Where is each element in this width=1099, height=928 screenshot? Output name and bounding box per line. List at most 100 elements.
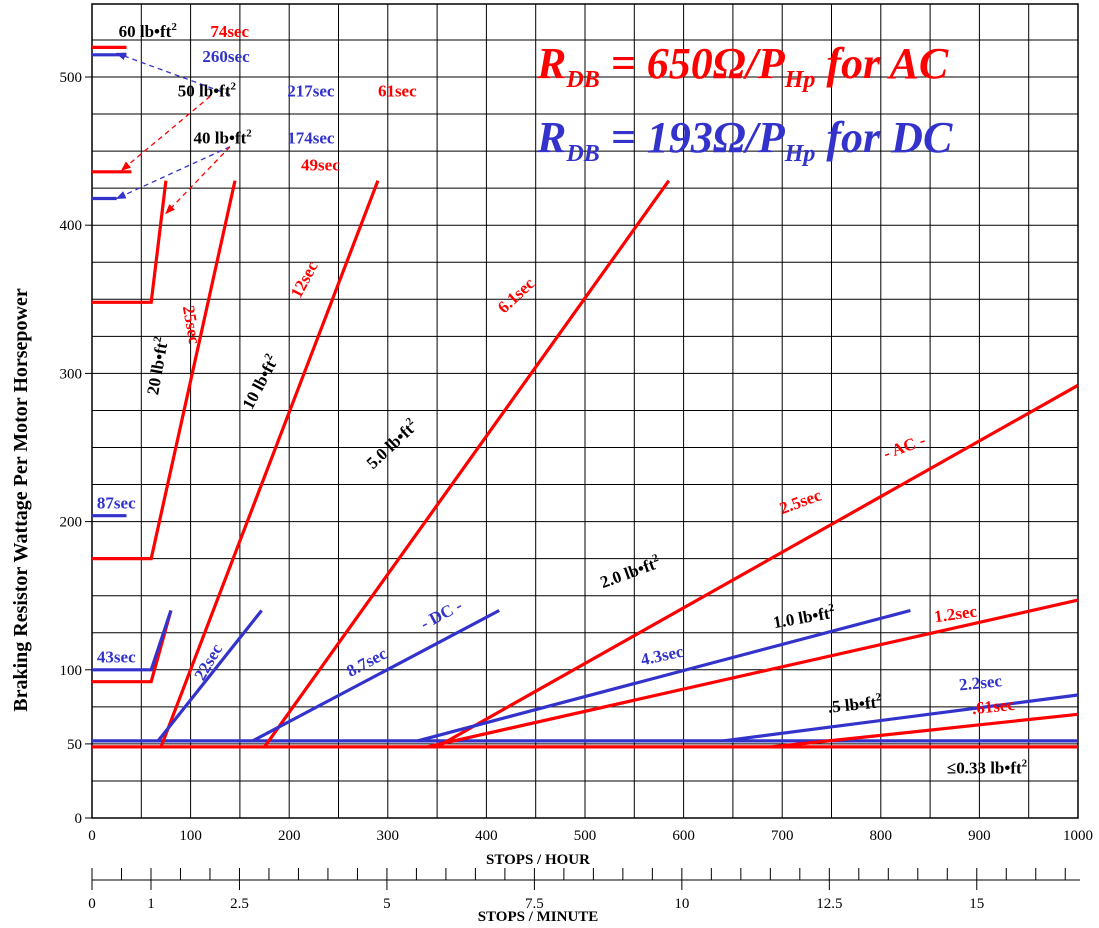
x-tick-label: 100 xyxy=(179,828,202,844)
y-tick-label: 0 xyxy=(75,811,83,827)
x-tick-label: 1000 xyxy=(1063,828,1093,844)
superscript: 2 xyxy=(151,335,164,343)
line-annotation: - DC - xyxy=(417,596,465,634)
x-tick-label: 300 xyxy=(377,828,400,844)
series-line-dc xyxy=(251,609,500,743)
line-annotation: 87sec xyxy=(97,493,136,512)
y-tick-label: 300 xyxy=(60,366,83,382)
line-annotation: 1.0 lb•ft2 xyxy=(772,602,837,633)
series-line-ac xyxy=(92,180,168,304)
series-line-dc xyxy=(92,609,173,672)
line-annotation: 61sec xyxy=(378,81,417,100)
x2-tick-label: 12.5 xyxy=(816,896,842,912)
y-axis-title: Braking Resistor Wattage Per Motor Horse… xyxy=(10,288,32,712)
y-tick-label: 200 xyxy=(60,515,83,531)
formula-dc: RDB = 193Ω/PHp for DC xyxy=(536,113,953,167)
series-line-ac xyxy=(159,180,380,748)
line-annotation: .5 lb•ft2 xyxy=(827,691,883,717)
line-annotation: 174sec xyxy=(287,129,335,148)
x2-tick-label: 10 xyxy=(674,896,689,912)
line-annotation: 43sec xyxy=(97,647,136,666)
formula-symbol: R xyxy=(536,39,566,88)
line-annotation: .61sec xyxy=(971,695,1016,718)
pointer-arrow xyxy=(115,52,231,96)
superscript: 2 xyxy=(246,128,252,140)
formula-subscript: DB xyxy=(565,141,599,167)
formula-subscript: DB xyxy=(565,67,599,93)
formula-tail: for AC xyxy=(815,39,948,88)
formula-body: = 650Ω/P xyxy=(600,39,786,88)
y-tick-label: 100 xyxy=(60,663,83,679)
x2-tick-label: 2.5 xyxy=(230,896,249,912)
x-tick-label: 0 xyxy=(88,828,96,844)
superscript: 2 xyxy=(230,80,236,92)
series-line-ac xyxy=(436,383,1079,749)
x2-tick-label: 15 xyxy=(969,896,984,912)
line-annotation: 20 lb•ft2 xyxy=(142,335,172,396)
x2-axis-title: STOPS / MINUTE xyxy=(478,909,599,925)
line-annotation: 2.2sec xyxy=(958,671,1003,694)
line-annotation: 40 lb•ft2 xyxy=(194,128,253,148)
line-annotation: 60 lb•ft2 xyxy=(119,21,178,41)
line-annotation: 4.3sec xyxy=(639,642,685,670)
series-lines xyxy=(92,45,1079,749)
line-annotation: 50 lb•ft2 xyxy=(178,80,237,100)
y-tick-label: 50 xyxy=(67,737,82,753)
series-line-ac xyxy=(92,180,237,561)
line-annotation: 2.0 lb•ft2 xyxy=(597,552,663,592)
series-line-dc xyxy=(722,693,1079,743)
x-tick-label: 700 xyxy=(771,828,794,844)
line-annotation: 6.1sec xyxy=(494,274,539,318)
line-annotation: 25sec xyxy=(179,304,205,346)
superscript: 2 xyxy=(1022,758,1028,770)
x-tick-label: 200 xyxy=(278,828,301,844)
pointer-arrow xyxy=(115,146,231,200)
plot-frame xyxy=(91,3,1079,819)
superscript: 2 xyxy=(828,602,836,615)
series-line-ac xyxy=(772,712,1079,749)
x2-tick-label: 5 xyxy=(383,896,391,912)
x2-tick-label: 1 xyxy=(147,896,155,912)
line-annotation: 2.5sec xyxy=(777,485,824,518)
formula-ac: RDB = 650Ω/PHp for AC xyxy=(536,39,949,93)
x-axis-title: STOPS / HOUR xyxy=(486,852,590,868)
line-annotation: 260sec xyxy=(202,47,250,66)
series-line-dc xyxy=(416,608,911,743)
pointer-arrow xyxy=(165,146,231,215)
line-annotation: 217sec xyxy=(287,81,335,100)
formula-symbol: R xyxy=(536,113,566,162)
x-tick-label: 500 xyxy=(574,828,597,844)
line-annotation: 8.7sec xyxy=(343,644,390,681)
series-line-ac xyxy=(426,598,1079,749)
pointer-arrow xyxy=(120,95,211,172)
x2-tick-label: 7.5 xyxy=(525,896,544,912)
series-line-ac xyxy=(263,179,671,748)
line-annotation: 10 lb•ft2 xyxy=(238,351,283,412)
x-tick-label: 400 xyxy=(475,828,498,844)
formula-tail: for DC xyxy=(815,113,953,162)
pointer-arrows xyxy=(115,52,231,215)
formula-subscript: Hp xyxy=(784,67,816,93)
superscript: 2 xyxy=(875,691,882,704)
line-annotation: 5.0 lb•ft2 xyxy=(362,415,422,473)
y-tick-label: 500 xyxy=(60,70,83,86)
superscript: 2 xyxy=(404,415,417,428)
line-annotation: ≤0.33 lb•ft2 xyxy=(947,758,1028,778)
line-annotation: 74sec xyxy=(210,22,249,41)
superscript: 2 xyxy=(262,351,275,362)
y-tick-label: 400 xyxy=(60,218,83,234)
x-tick-label: 600 xyxy=(672,828,695,844)
superscript: 2 xyxy=(651,552,661,565)
x2-tick-label: 0 xyxy=(88,896,96,912)
formula-body: = 193Ω/P xyxy=(600,113,786,162)
series-line-dc xyxy=(156,609,263,742)
x-tick-label: 800 xyxy=(870,828,893,844)
formula-subscript: Hp xyxy=(784,141,816,167)
grid xyxy=(91,3,1079,819)
line-annotation: - AC - xyxy=(881,430,929,463)
line-annotation: 12sec xyxy=(287,258,322,301)
superscript: 2 xyxy=(171,21,177,33)
